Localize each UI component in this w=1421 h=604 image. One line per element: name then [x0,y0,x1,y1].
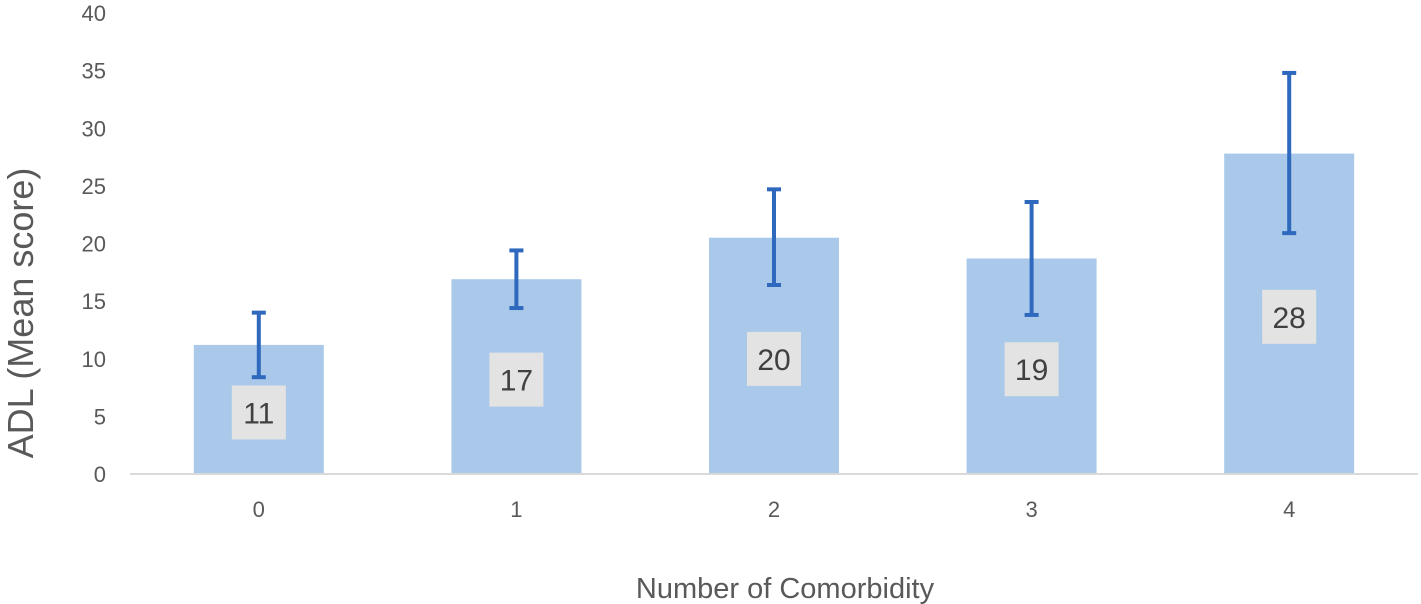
data-label: 17 [489,352,544,407]
x-tick-label: 1 [510,497,522,522]
y-tick-label: 5 [94,404,106,429]
y-tick-label: 30 [82,116,106,141]
error-bar [1282,70,1297,236]
y-tick-label: 25 [82,174,106,199]
data-label: 20 [747,331,801,386]
y-tick-label: 10 [82,347,106,372]
y-axis-title: ADL (Mean score) [0,168,41,459]
y-tick-label: 15 [82,289,106,314]
error-bars [251,70,1297,380]
y-axis-ticks: 0 5 10 15 20 25 30 35 40 [82,1,106,487]
y-tick-label: 35 [82,59,106,84]
svg-text:11: 11 [243,397,274,430]
svg-text:28: 28 [1273,302,1306,335]
error-bar [251,310,266,380]
data-label: 11 [231,385,286,440]
data-label: 19 [1004,342,1059,397]
x-tick-label: 4 [1283,497,1295,522]
error-bar [509,248,524,311]
svg-text:20: 20 [757,344,790,377]
error-bar [767,187,781,287]
error-bar [1024,200,1039,317]
svg-text:19: 19 [1015,354,1048,387]
data-labels: 11 17 20 19 28 [231,289,1317,440]
y-tick-label: 20 [82,232,106,257]
y-tick-label: 40 [82,1,106,26]
data-label: 28 [1262,289,1317,344]
x-tick-label: 0 [253,497,265,522]
x-axis-title: Number of Comorbidity [636,573,935,604]
y-tick-label: 0 [94,462,106,487]
x-tick-label: 3 [1025,497,1037,522]
svg-text:17: 17 [500,365,533,398]
x-tick-label: 2 [768,497,780,522]
x-axis-ticks: 0 1 2 3 4 [253,497,1296,522]
